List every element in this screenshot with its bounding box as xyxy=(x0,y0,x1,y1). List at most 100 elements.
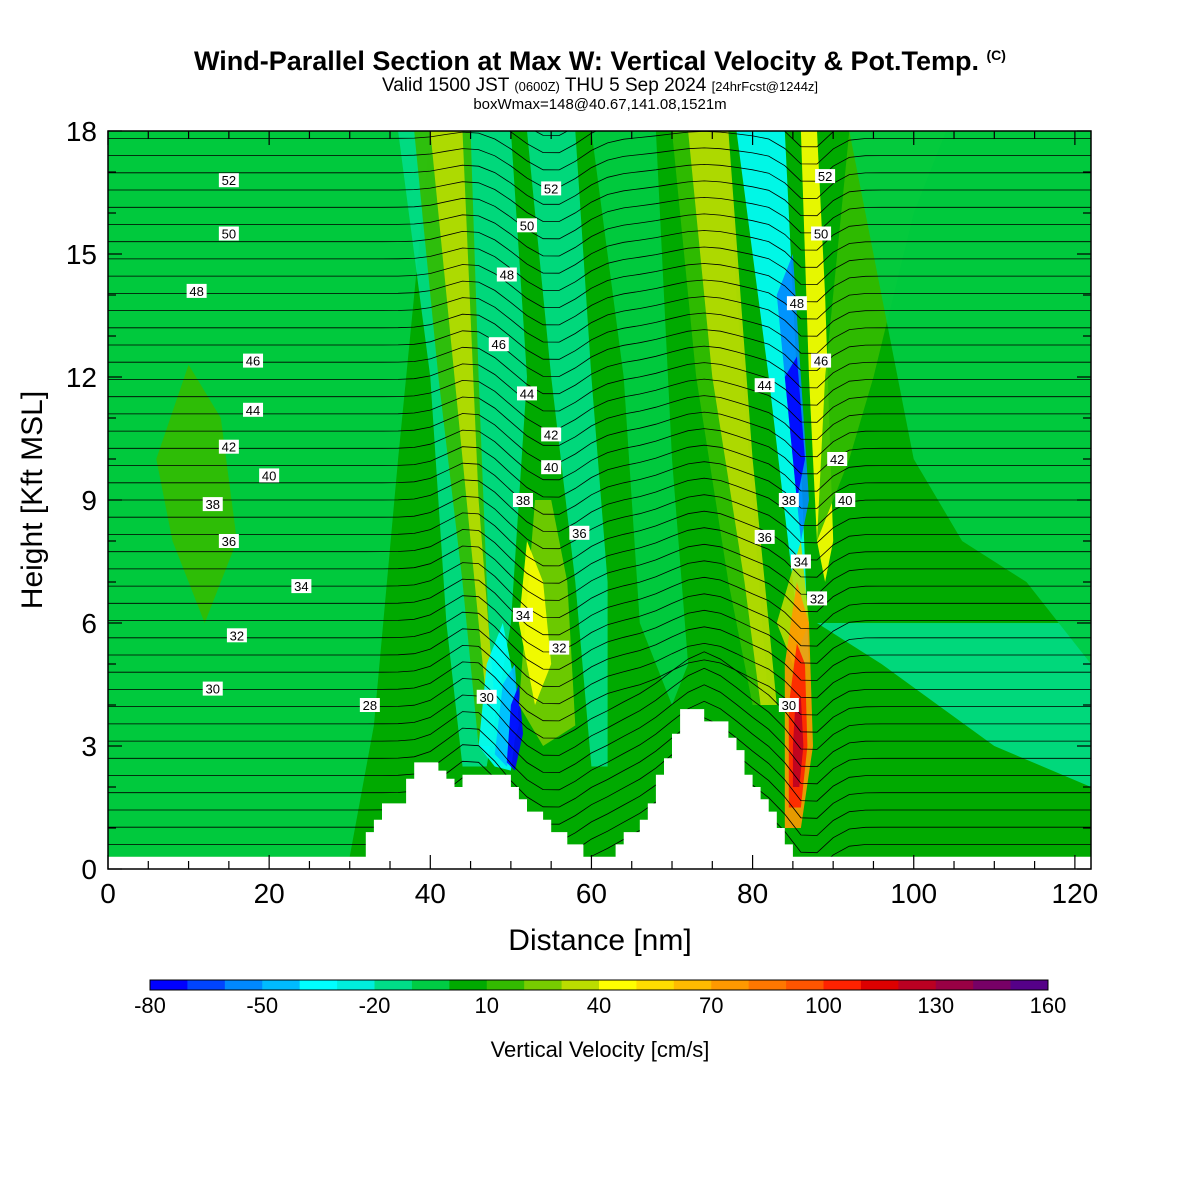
chart-title-main: Wind-Parallel Section at Max W: Vertical… xyxy=(194,46,979,76)
theta-label: 40 xyxy=(259,468,280,483)
theta-label-bg xyxy=(811,353,832,368)
theta-label: 30 xyxy=(476,689,497,705)
theta-contour xyxy=(108,246,1091,291)
theta-label-text: 36 xyxy=(222,534,236,549)
theta-label: 50 xyxy=(218,226,239,242)
colorbar-swatch xyxy=(561,980,600,990)
theta-label-bg xyxy=(569,525,590,540)
theta-label-text: 42 xyxy=(544,427,558,442)
theta-label-bg xyxy=(218,226,239,241)
velocity-region xyxy=(792,696,804,787)
theta-contour xyxy=(108,494,1091,550)
theta-label-bg xyxy=(807,591,828,606)
theta-contour xyxy=(108,362,1091,412)
theta-label-bg xyxy=(512,607,533,622)
theta-label: 48 xyxy=(496,267,517,283)
colorbar-tick-label: 70 xyxy=(699,993,723,1018)
theta-label: 40 xyxy=(541,460,562,475)
chart-title: Wind-Parallel Section at Max W: Vertical… xyxy=(0,40,1200,76)
theta-contour xyxy=(108,329,1091,377)
y-axis-label: Height [Kft MSL] xyxy=(16,391,49,609)
theta-label-text: 50 xyxy=(520,218,534,233)
theta-contour xyxy=(108,296,1091,343)
theta-label-bg xyxy=(754,378,775,393)
theta-label: 34 xyxy=(291,579,312,594)
x-axis-label: Distance [nm] xyxy=(508,924,691,957)
theta-contour xyxy=(108,733,1091,825)
theta-label-text: 46 xyxy=(814,354,828,369)
theta-contour xyxy=(108,783,1091,869)
theta-label-bg xyxy=(516,386,537,401)
theta-label-bg xyxy=(754,529,775,544)
colorbar-swatch xyxy=(187,980,226,990)
colorbar-tick-label: 160 xyxy=(1030,993,1067,1018)
colorbar-swatch xyxy=(935,980,974,990)
velocity-shapes xyxy=(108,131,1091,857)
theta-label-text: 34 xyxy=(794,555,808,570)
theta-label: 52 xyxy=(815,169,836,184)
colorbar-swatch xyxy=(711,980,750,990)
chart-subtitle: Valid 1500 JST (0600Z) THU 5 Sep 2024 [2… xyxy=(0,76,1200,97)
colorbar-swatch xyxy=(636,980,675,990)
colorbar-swatch xyxy=(898,980,937,990)
velocity-field: 52 50 48 46 44 42 40 38 36 34 32 30 28 52 50 48 46 44 42 40… xyxy=(108,131,1091,869)
theta-label-text: 44 xyxy=(520,386,534,401)
theta-contour xyxy=(108,411,1091,464)
colorbar-tick-label: -20 xyxy=(359,993,391,1018)
colorbar-swatch xyxy=(973,980,1012,990)
theta-label: 52 xyxy=(541,181,562,196)
x-tick-label: 40 xyxy=(415,878,446,909)
theta-label: 34 xyxy=(790,554,811,570)
colorbar-swatch xyxy=(524,980,563,990)
theta-label: 42 xyxy=(541,427,562,442)
theta-label-text: 28 xyxy=(363,698,377,713)
theta-contour xyxy=(108,461,1091,515)
x-axis-ticks: 0 20 40 60 80 100 120 xyxy=(100,131,1098,909)
y-tick-label: 0 xyxy=(81,854,97,885)
theta-label: 28 xyxy=(359,698,380,713)
theta-label-text: 46 xyxy=(492,337,506,352)
theta-contour xyxy=(108,593,1091,653)
theta-contour xyxy=(108,131,1091,171)
y-tick-label: 9 xyxy=(81,485,97,516)
theta-contour xyxy=(108,626,1091,687)
theta-label-text: 38 xyxy=(516,493,530,508)
theta-contour xyxy=(108,230,1091,274)
colorbar-tick-label: 100 xyxy=(805,993,842,1018)
y-tick-label: 12 xyxy=(66,362,97,393)
copyright-mark: (C) xyxy=(986,47,1006,63)
theta-label-bg xyxy=(259,468,280,483)
theta-label: 42 xyxy=(827,452,848,467)
colorbar-swatch xyxy=(150,980,188,990)
theta-label-text: 42 xyxy=(830,452,844,467)
theta-contour xyxy=(108,147,1091,188)
theta-label-bg xyxy=(291,579,312,594)
theta-label: 38 xyxy=(202,497,223,512)
x-tick-label: 60 xyxy=(576,878,607,909)
theta-contours xyxy=(108,131,1091,869)
theta-contour xyxy=(108,684,1091,774)
valid-time: Valid 1500 JST xyxy=(381,75,510,96)
colorbar-tick-label: 10 xyxy=(475,993,499,1018)
theta-label: 30 xyxy=(778,698,799,713)
theta-label: 50 xyxy=(811,226,832,242)
colorbar-tick-label: 40 xyxy=(587,993,611,1018)
theta-label-bg xyxy=(541,427,562,442)
theta-label: 32 xyxy=(226,628,247,643)
forecast-info: [24hrFcst@1244z] xyxy=(711,79,819,94)
chart-title-block: Wind-Parallel Section at Max W: Vertical… xyxy=(0,40,1200,113)
theta-label-text: 36 xyxy=(757,530,771,545)
theta-label-bg xyxy=(811,226,832,241)
theta-label: 38 xyxy=(512,493,533,508)
theta-label-bg xyxy=(541,460,562,475)
theta-label: 48 xyxy=(186,283,207,299)
theta-contour xyxy=(108,642,1091,705)
colorbar-swatch xyxy=(1010,980,1049,990)
theta-contour xyxy=(108,766,1091,860)
colorbar-swatch xyxy=(748,980,787,990)
theta-label-bg xyxy=(243,353,264,368)
theta-label-text: 30 xyxy=(782,698,796,713)
x-tick-label: 0 xyxy=(100,878,116,909)
colorbar-frame xyxy=(149,979,1049,991)
